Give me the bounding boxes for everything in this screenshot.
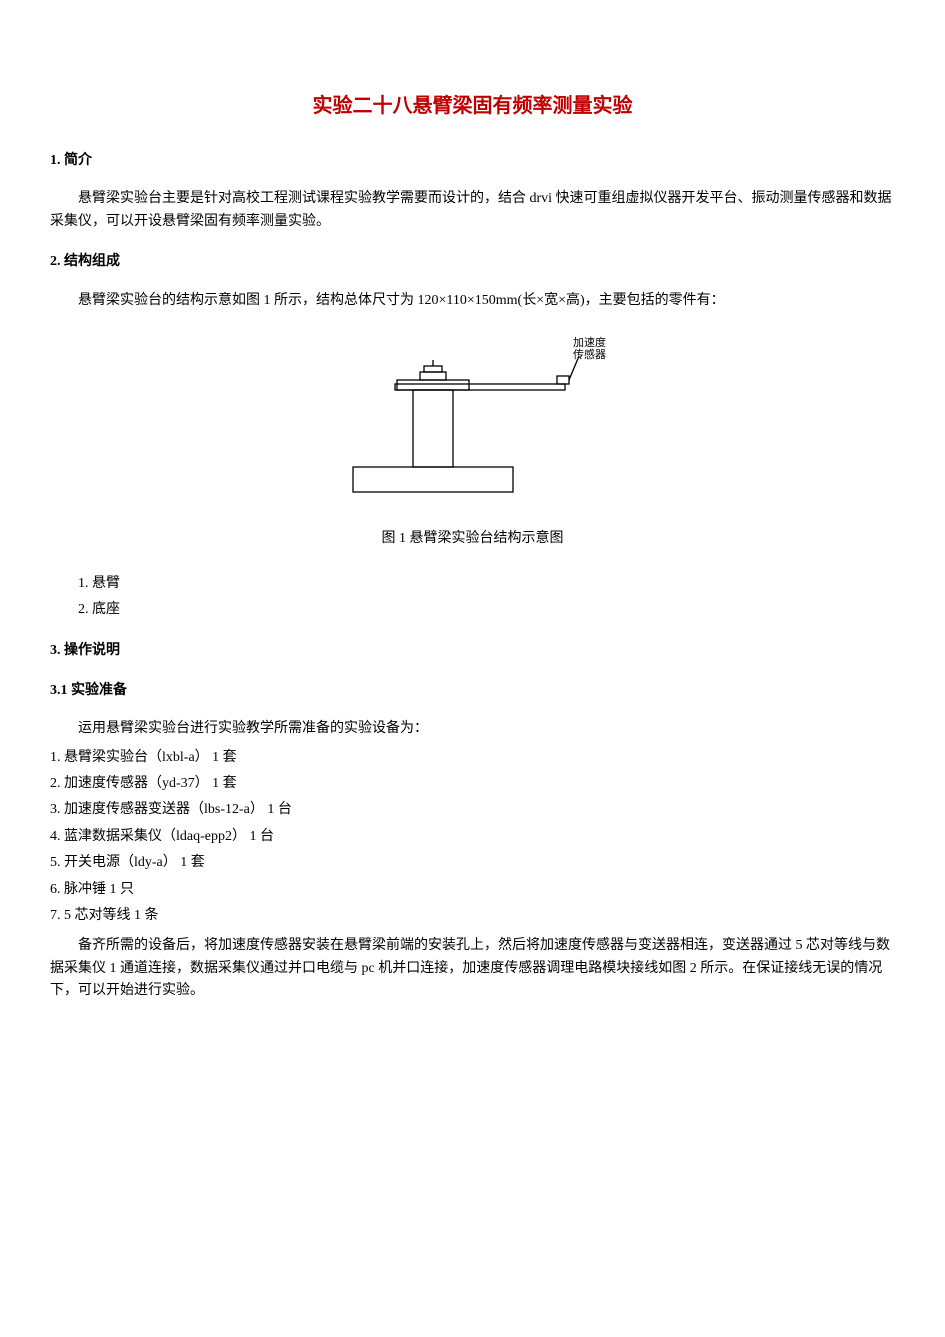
parts-list: 1. 悬臂 2. 底座 (78, 573, 895, 622)
list-item: 5. 开关电源（ldy-a） 1 套 (50, 852, 895, 874)
section-1-heading: 1. 简介 (50, 150, 895, 172)
section-2-body: 悬臂梁实验台的结构示意如图 1 所示，结构总体尺寸为 120×110×150mm… (50, 290, 895, 312)
list-item: 3. 加速度传感器变送器（lbs-12-a） 1 台 (50, 799, 895, 821)
list-item: 4. 蓝津数据采集仪（ldaq-epp2） 1 台 (50, 826, 895, 848)
document-title: 实验二十八悬臂梁固有频率测量实验 (50, 90, 895, 122)
equipment-list: 1. 悬臂梁实验台（lxbl-a） 1 套 2. 加速度传感器（yd-37） 1… (50, 747, 895, 928)
section-3-heading: 3. 操作说明 (50, 640, 895, 662)
list-item: 7. 5 芯对等线 1 条 (50, 905, 895, 927)
list-item: 1. 悬臂 (78, 573, 895, 595)
figure-1-caption: 图 1 悬臂梁实验台结构示意图 (50, 528, 895, 550)
list-item: 2. 底座 (78, 599, 895, 621)
equipment-intro: 运用悬臂梁实验台进行实验教学所需准备的实验设备为： (50, 718, 895, 740)
section-1-body: 悬臂梁实验台主要是针对高校工程测试课程实验教学需要而设计的，结合 drvi 快速… (50, 188, 895, 233)
closing-paragraph: 备齐所需的设备后，将加速度传感器安装在悬臂梁前端的安装孔上，然后将加速度传感器与… (50, 935, 895, 1002)
list-item: 6. 脉冲锤 1 只 (50, 879, 895, 901)
cantilever-diagram: 加速度传感器 (323, 332, 623, 502)
figure-1-diagram: 加速度传感器 (50, 332, 895, 510)
list-item: 2. 加速度传感器（yd-37） 1 套 (50, 773, 895, 795)
svg-text:传感器: 传感器 (573, 348, 606, 361)
svg-text:加速度: 加速度 (573, 335, 606, 349)
section-2-heading: 2. 结构组成 (50, 251, 895, 273)
list-item: 1. 悬臂梁实验台（lxbl-a） 1 套 (50, 747, 895, 769)
section-3-1-heading: 3.1 实验准备 (50, 680, 895, 702)
